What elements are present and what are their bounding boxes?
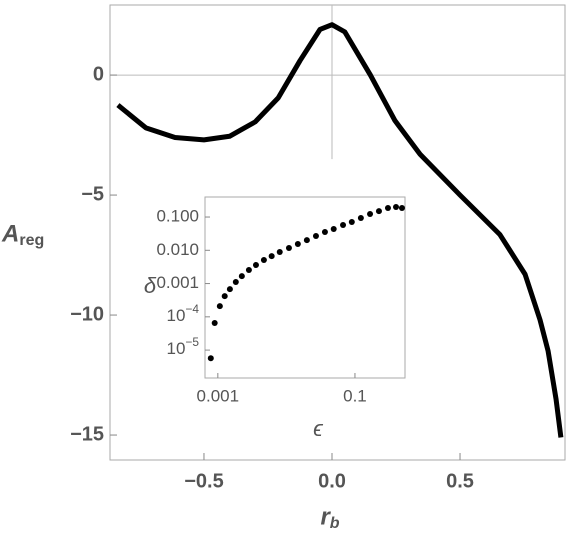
y-tick-label: −10 [70, 303, 104, 325]
plot-frame [204, 196, 406, 379]
data-point [312, 233, 319, 240]
tick-label-base: 10 [167, 306, 186, 325]
data-line [116, 22, 564, 438]
data-point [232, 279, 239, 286]
data-point [245, 267, 252, 274]
y-tick-label: 10−5 [167, 335, 200, 358]
data-point [348, 219, 355, 226]
data-point [216, 303, 223, 310]
tick-label-base: 10 [167, 340, 186, 359]
x-axis-label: ϵ [313, 416, 324, 441]
data-point [340, 222, 347, 229]
y-tick-label: 0.010 [156, 240, 199, 259]
y-tick-label: 0.100 [156, 207, 199, 226]
y-tick-label: 10−4 [167, 302, 200, 325]
data-point [357, 215, 364, 222]
y-tick-label: 0 [93, 63, 104, 85]
data-point [268, 253, 275, 260]
x-tick-label: −0.5 [184, 470, 223, 492]
data-point [238, 273, 245, 280]
x-tick-label: 0.5 [446, 470, 474, 492]
x-axis-label-sub: b [330, 515, 340, 532]
data-point [221, 293, 228, 300]
y-axis-label: δ [144, 273, 157, 298]
data-point [260, 257, 267, 264]
y-axis-label-sub: reg [19, 232, 44, 249]
data-point [294, 241, 301, 248]
data-point [276, 248, 283, 255]
data-point [398, 204, 405, 211]
y-tick-label: −15 [70, 423, 104, 445]
data-point [226, 286, 233, 293]
y-tick-label: −5 [81, 183, 104, 205]
data-point [211, 320, 218, 327]
x-tick-label: 0.001 [197, 386, 240, 405]
plot-frame [109, 4, 566, 461]
x-axis-label: rb [320, 503, 339, 532]
tick-label-exponent: −5 [185, 335, 199, 349]
y-tick-label: 0.001 [156, 273, 199, 292]
data-point [384, 204, 391, 211]
data-point [303, 237, 310, 244]
x-tick-label: 0.1 [343, 386, 367, 405]
tick-label-exponent: −4 [185, 302, 199, 316]
data-point [330, 226, 337, 233]
data-point [285, 245, 292, 252]
data-point [321, 229, 328, 236]
data-point [393, 204, 400, 211]
data-point [375, 208, 382, 215]
data-point [252, 262, 259, 269]
data-point [367, 211, 374, 218]
data-point [207, 355, 214, 362]
x-tick-label: 0.0 [318, 470, 346, 492]
y-axis-label: Areg [1, 220, 44, 249]
